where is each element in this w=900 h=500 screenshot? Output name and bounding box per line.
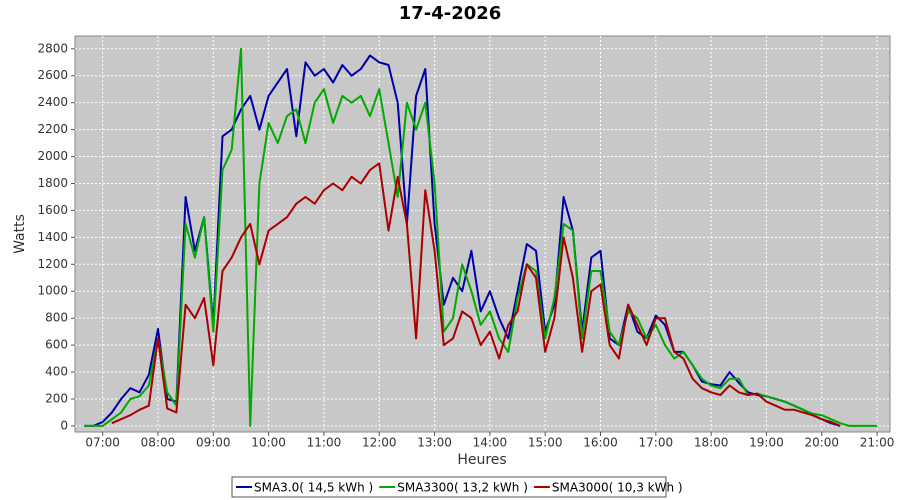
y-tick-label: 1200 [37,257,68,271]
legend-label: SMA3000( 10,3 kWh ) [552,481,683,495]
y-tick-label: 2400 [37,95,68,109]
legend-label: SMA3300( 13,2 kWh ) [397,481,528,495]
x-tick-label: 14:00 [473,436,508,450]
y-tick-label: 0 [60,418,68,432]
y-tick-label: 200 [45,392,68,406]
x-tick-label: 15:00 [528,436,563,450]
y-tick-label: 2000 [37,149,68,163]
y-tick-label: 800 [45,311,68,325]
x-tick-label: 07:00 [85,436,120,450]
chart-title: 17-4-2026 [399,3,502,24]
y-tick-label: 400 [45,365,68,379]
x-tick-label: 16:00 [583,436,618,450]
x-axis-label: Heures [457,452,506,468]
x-tick-label: 18:00 [694,436,729,450]
plot-area [74,35,891,433]
y-tick-label: 2200 [37,122,68,136]
x-tick-label: 09:00 [196,436,231,450]
y-tick-label: 1400 [37,230,68,244]
series-line [111,162,841,427]
x-tick-label: 21:00 [860,436,895,450]
x-tick-label: 12:00 [362,436,397,450]
y-tick-label: 1600 [37,203,68,217]
x-tick-label: 13:00 [417,436,452,450]
x-tick-label: 08:00 [141,436,176,450]
x-tick-label: 10:00 [251,436,286,450]
legend-box [231,476,667,498]
x-tick-label: 11:00 [307,436,342,450]
y-tick-label: 600 [45,338,68,352]
y-axis-label: Watts [12,214,28,254]
legend-label: SMA3.0( 14,5 kWh ) [254,481,373,495]
x-tick-label: 20:00 [804,436,839,450]
x-tick-label: 17:00 [639,436,674,450]
y-tick-label: 2800 [37,41,68,55]
y-tick-label: 1000 [37,284,68,298]
y-tick-label: 2600 [37,68,68,82]
series-line [84,47,878,427]
x-tick-label: 19:00 [749,436,784,450]
y-tick-label: 1800 [37,176,68,190]
